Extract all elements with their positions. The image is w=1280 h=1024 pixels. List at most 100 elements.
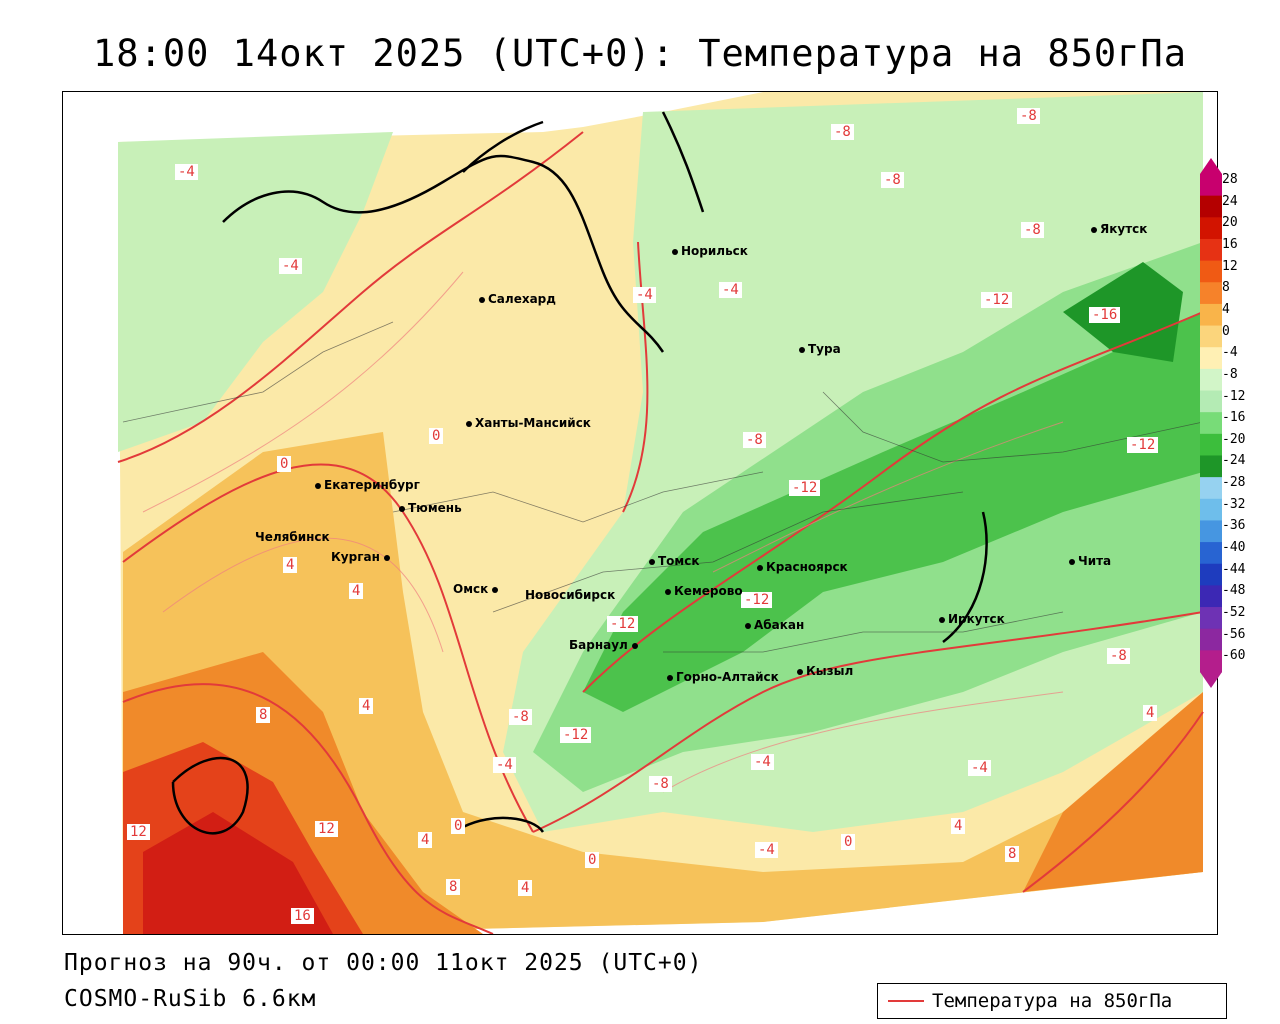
- colorbar-tick-label: 20: [1222, 215, 1238, 231]
- legend-line-swatch: [888, 1000, 924, 1002]
- isotherm-label: -12: [1127, 437, 1159, 453]
- colorbar-tick-label: 16: [1222, 236, 1238, 252]
- colorbar-segment: [1200, 433, 1222, 456]
- isotherm-label: 0: [277, 456, 292, 472]
- colorbar-tick-label: -20: [1222, 431, 1246, 447]
- colorbar-segment: [1200, 628, 1222, 651]
- field-plus4: [123, 432, 1203, 934]
- colorbar-segment: [1200, 174, 1222, 197]
- isotherm-label: 4: [518, 880, 533, 896]
- city-barnaul: Барнаул: [569, 638, 641, 652]
- isotherm-label: -8: [1017, 108, 1040, 124]
- coastline: [171, 111, 988, 835]
- city-khanty-mansiysk: Ханты-Мансийск: [466, 416, 591, 430]
- isotherm-label: -8: [649, 776, 672, 792]
- isotherm-label: -12: [607, 616, 639, 632]
- city-tura: Тура: [799, 342, 841, 356]
- isotherm-label: -4: [755, 842, 778, 858]
- isotherm-lines: [117, 131, 1204, 934]
- legend: Температура на 850гПа: [877, 983, 1227, 1019]
- isotherm-label: 4: [349, 583, 364, 599]
- colorbar-tick-label: -40: [1222, 540, 1246, 556]
- city-ekaterinburg: Екатеринбург: [315, 478, 420, 492]
- colorbar-segment: [1200, 563, 1222, 586]
- colorbar-segment: [1200, 368, 1222, 392]
- field-minus12-east: [583, 312, 1203, 712]
- isotherm-label: -16: [1089, 307, 1121, 323]
- colorbar-segment: [1200, 347, 1222, 370]
- colorbar-tick-label: 24: [1222, 193, 1238, 209]
- colorbar-segment: [1200, 455, 1222, 478]
- colorbar-tick-label: -28: [1222, 475, 1246, 491]
- colorbar-segments: [1200, 174, 1222, 673]
- colorbar-segment: [1200, 520, 1222, 543]
- colorbar-segment: [1200, 217, 1222, 240]
- temperature-map[interactable]: -4 -4 -4 -4 -4 -4 -4 -4 -8 -8 -8 -8 -8 -…: [62, 91, 1218, 935]
- field-minus16-pocket: [1063, 262, 1183, 362]
- city-norilsk: Норильск: [672, 244, 748, 258]
- colorbar-segment: [1200, 260, 1222, 283]
- isotherm-label: -4: [279, 258, 302, 274]
- isotherm-label: 12: [127, 824, 150, 840]
- colorbar-tick-label: -44: [1222, 561, 1246, 577]
- colorbar-segment: [1200, 303, 1222, 327]
- colorbar-segment: [1200, 390, 1222, 413]
- isotherm-label: -8: [509, 709, 532, 725]
- colorbar-tick-label: 4: [1222, 301, 1230, 317]
- colorbar-tick-label: -12: [1222, 388, 1246, 404]
- field-plus16: [143, 812, 333, 934]
- isotherm-label: 4: [359, 698, 374, 714]
- isotherm-label: 0: [841, 834, 856, 850]
- isotherm-label: -12: [789, 480, 821, 496]
- city-abakan: Абакан: [745, 618, 804, 632]
- forecast-info: Прогноз на 90ч. от 00:00 11окт 2025 (UTC…: [64, 950, 703, 976]
- isotherm-label: -4: [493, 757, 516, 773]
- isotherm-label: 8: [256, 707, 271, 723]
- isotherm-label: 4: [283, 557, 298, 573]
- colorbar-segment: [1200, 542, 1222, 565]
- colorbar-tick-label: -52: [1222, 605, 1246, 621]
- field-plus8-se: [1023, 692, 1203, 892]
- city-tyumen: Тюмень: [399, 501, 462, 515]
- isotherm-label: 16: [291, 908, 314, 924]
- isotherm-label: -4: [968, 760, 991, 776]
- colorbar-segment: [1200, 650, 1222, 673]
- isotherm-label: -12: [741, 592, 773, 608]
- map-title: 18:00 14окт 2025 (UTC+0): Температура на…: [93, 32, 1187, 75]
- field-minus4-nw: [118, 132, 393, 452]
- isotherm-label: 8: [1005, 846, 1020, 862]
- colorbar-tick-label: 12: [1222, 258, 1238, 274]
- thin-contours: [142, 271, 1064, 793]
- isotherm-label: 12: [315, 821, 338, 837]
- colorbar-tick-label: -8: [1222, 366, 1238, 382]
- isotherm-label: 0: [585, 852, 600, 868]
- colorbar-tick-label: 0: [1222, 323, 1230, 339]
- city-chita: Чита: [1069, 554, 1111, 568]
- city-krasnoyarsk: Красноярск: [757, 560, 848, 574]
- isotherm-label: -8: [1021, 222, 1044, 238]
- colorbar-segment: [1200, 477, 1222, 500]
- city-kurgan: Курган: [331, 550, 393, 564]
- colorbar-segment: [1200, 498, 1222, 521]
- isotherm-label: -4: [175, 164, 198, 180]
- isotherm-label: -4: [751, 754, 774, 770]
- colorbar-tick-label: -56: [1222, 626, 1246, 642]
- colorbar-segment: [1200, 325, 1222, 348]
- city-novosibirsk: Новосибирск: [525, 588, 616, 602]
- admin-borders: [122, 321, 1204, 653]
- legend-label: Температура на 850гПа: [932, 990, 1173, 1012]
- isotherm-label: 0: [429, 428, 444, 444]
- isotherm-label: -4: [633, 287, 656, 303]
- city-omsk: Омск: [453, 582, 501, 596]
- model-name: COSMO-RuSib 6.6км: [64, 986, 317, 1012]
- isotherm-label: -8: [1107, 648, 1130, 664]
- city-chelyabinsk: Челябинск: [255, 530, 330, 544]
- colorbar-tick-label: -4: [1222, 345, 1238, 361]
- colorbar-tick-label: -16: [1222, 410, 1246, 426]
- city-gorno-altaysk: Горно-Алтайск: [667, 670, 779, 684]
- colorbar-top-arrow: [1200, 158, 1222, 174]
- colorbar-segment: [1200, 282, 1222, 305]
- isotherm-label: -12: [560, 727, 592, 743]
- colorbar-segment: [1200, 607, 1222, 630]
- city-irkutsk: Иркутск: [939, 612, 1005, 626]
